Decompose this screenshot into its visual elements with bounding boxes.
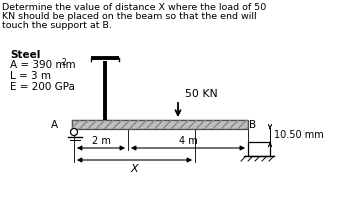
Circle shape (70, 128, 78, 135)
Text: B: B (249, 120, 256, 130)
Text: 10.50 mm: 10.50 mm (274, 130, 324, 140)
Text: KN should be placed on the beam so that the end will: KN should be placed on the beam so that … (2, 12, 257, 21)
Text: Steel: Steel (10, 50, 40, 60)
Text: E = 200 GPa: E = 200 GPa (10, 82, 75, 92)
Text: 2: 2 (62, 58, 67, 67)
Text: A = 390 mm: A = 390 mm (10, 60, 76, 70)
Bar (72, 120, 248, 129)
Bar (248, 142, 270, 156)
Text: touch the support at B.: touch the support at B. (2, 21, 112, 30)
Text: X: X (131, 164, 138, 174)
Text: Determine the value of distance X where the load of 50: Determine the value of distance X where … (2, 3, 266, 12)
Bar (72, 120, 248, 129)
Text: 50 KN: 50 KN (185, 89, 218, 99)
Text: 2 m: 2 m (91, 136, 110, 146)
Text: 4 m: 4 m (179, 136, 197, 146)
Text: L = 3 m: L = 3 m (10, 71, 51, 81)
Text: A: A (51, 120, 58, 130)
